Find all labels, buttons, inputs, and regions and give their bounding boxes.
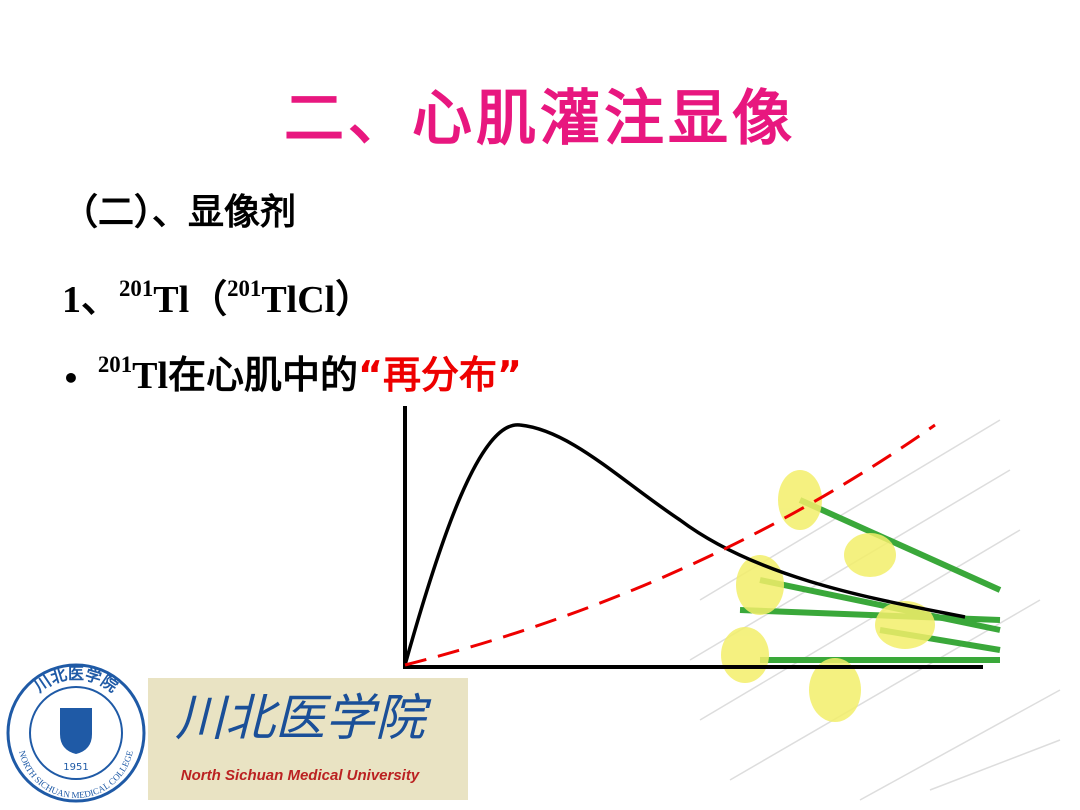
element: Tl（ (153, 279, 228, 321)
element: Tl (132, 355, 169, 397)
title: 二、心肌灌注显像 (284, 84, 796, 154)
seal-year: 1951 (63, 762, 88, 773)
flowers (721, 470, 935, 722)
logo-name: 川北医学院 (175, 689, 432, 747)
element: TlCl） (261, 279, 374, 321)
superscript: 201 (227, 276, 262, 302)
seal: 川北医学院 NORTH SICHUAN MEDICAL COLLEGE 1951 (6, 663, 146, 803)
number: 1、 (62, 279, 120, 321)
superscript: 201 (119, 276, 154, 302)
bullet-text: 在心肌中的 (168, 353, 359, 397)
bullet: • 201Tl在心肌中的“再分布” (62, 344, 522, 399)
logo-plate (148, 678, 468, 800)
logo-english: North Sichuan Medical University (181, 767, 420, 784)
dashed-curve (404, 423, 936, 667)
curve (403, 423, 966, 666)
highlight: “再分布” (358, 353, 522, 397)
bullet-marker: • (62, 362, 80, 395)
superscript: 201 (97, 352, 133, 378)
subtitle: （二）、显像剂 (62, 192, 297, 233)
diagram (403, 406, 983, 669)
line: 1、201Tl（201TlCl） (62, 268, 373, 323)
